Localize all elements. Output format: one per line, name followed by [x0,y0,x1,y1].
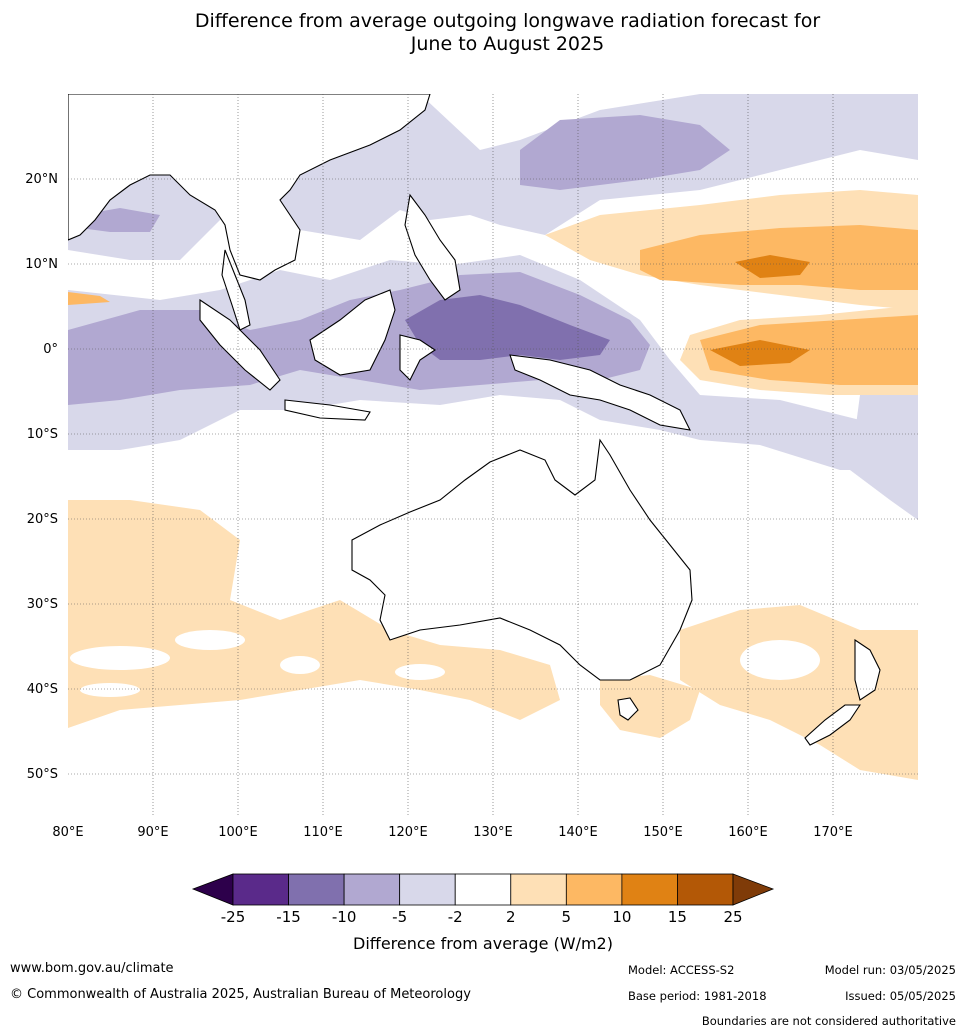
orange-west-arabian-sea [68,292,110,305]
disclaimer-text: Boundaries are not considered authoritat… [701,1014,956,1028]
colorbar-tick-labels: -25 -15 -10 -5 -2 2 5 10 15 25 [221,908,743,926]
colorbar-tick-label: -5 [392,908,407,926]
model-run-text: Model run: 03/05/2025 [824,963,956,977]
sulawesi-outline [399,334,436,381]
tasmania-outline [617,697,639,721]
base-period-text: Base period: 1981-2018 [628,989,767,1003]
malay-peninsula-outline [221,249,251,331]
map-panel [68,94,918,817]
dark-orange-north-core [735,255,810,278]
colorbar-cell [677,873,734,906]
colorbar-tick-label: 5 [562,908,572,926]
light-purple-east-patch [850,390,918,520]
title-line-2: June to August 2025 [410,33,605,55]
colorbar-tick-label: 25 [723,908,742,926]
map-title: Difference from average outgoing longwav… [0,10,965,56]
colorbar-cell [288,873,345,906]
lat-label: 50°S [27,767,58,782]
new-zealand-north-outline [854,638,881,701]
new-guinea-outline [509,354,691,431]
lon-label: 130°E [473,825,513,840]
colorbar: -25 -15 -10 -5 -2 2 5 10 15 25 Difference from av… [191,873,775,953]
colorbar-cell [565,873,623,906]
copyright-text: © Commonwealth of Australia 2025, Austra… [10,987,471,1002]
lat-label: 10°S [27,427,58,442]
colorbar-tick-label: 2 [506,908,516,926]
lon-label: 170°E [813,825,853,840]
colorbar-low-extension [191,873,234,906]
colorbar-tick-label: -15 [276,908,301,926]
borneo-outline [309,289,396,376]
colorbar-title: Difference from average (W/m2) [353,934,613,953]
mid-purple-north [520,115,730,190]
lat-label: 40°S [27,682,58,697]
lat-label: 20°N [25,172,58,187]
lon-label: 100°E [218,825,258,840]
model-text: Model: ACCESS-S2 [628,963,735,977]
dark-orange-equatorial-core [710,340,810,366]
coastlines [68,94,881,746]
lat-label: 0° [43,342,58,357]
lat-label: 30°S [27,597,58,612]
colorbar-cell [232,873,289,906]
gridlines [68,94,918,817]
lon-label: 90°E [137,825,168,840]
lat-label: 10°N [25,257,58,272]
lon-label: 120°E [388,825,428,840]
lon-label: 150°E [643,825,683,840]
colorbar-cell [621,873,678,906]
colorbar-cell [454,873,512,906]
colorbar-high-extension [732,873,775,906]
colorbar-cells [232,873,734,906]
colorbar-cell [343,873,401,906]
java-outline [284,399,371,421]
title-line-1: Difference from average outgoing longwav… [194,10,821,32]
longitude-labels: 80°E 90°E 100°E 110°E 120°E 130°E 140°E … [52,825,852,840]
neutral-holes [70,630,820,697]
lat-label: 20°S [27,512,58,527]
website-link[interactable]: www.bom.gov.au/climate [10,961,174,976]
new-zealand-south-outline [804,704,862,746]
lon-label: 110°E [303,825,343,840]
asia-mainland-outline [68,94,431,281]
lon-label: 140°E [558,825,598,840]
latitude-labels: 20°N 10°N 0° 10°S 20°S 30°S 40°S 50°S [25,172,58,782]
colorbar-cell [510,873,567,906]
issued-text: Issued: 05/05/2025 [845,989,956,1003]
lon-label: 80°E [52,825,83,840]
colorbar-cell [399,873,456,906]
light-orange-south-australia [600,675,700,738]
colorbar-tick-label: 10 [612,908,631,926]
colorbar-tick-label: 15 [668,908,687,926]
colorbar-tick-label: -10 [332,908,357,926]
australia-outline [351,438,693,681]
colorbar-tick-label: -2 [448,908,463,926]
lon-label: 160°E [728,825,768,840]
philippines-outline [404,193,461,301]
colorbar-tick-label: -25 [221,908,246,926]
dark-purple-core [405,295,610,360]
